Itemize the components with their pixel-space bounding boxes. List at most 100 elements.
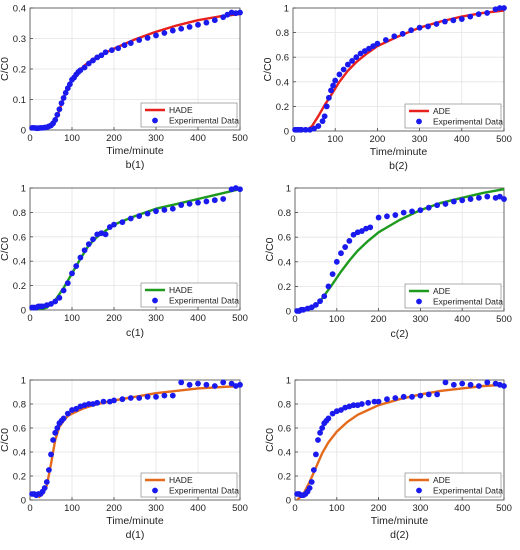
data-point	[400, 393, 407, 400]
data-point	[434, 202, 441, 209]
data-point	[458, 16, 465, 22]
axes-frame	[294, 379, 505, 501]
data-point	[127, 40, 134, 46]
data-point	[106, 224, 113, 230]
y-tick-label: 0.2	[13, 281, 26, 292]
data-point	[52, 298, 59, 305]
x-tick-label: 400	[454, 314, 470, 325]
data-point	[144, 210, 151, 217]
data-point	[186, 24, 193, 30]
data-point	[315, 123, 322, 129]
data-point	[46, 467, 52, 473]
x-tick-label: 100	[329, 503, 345, 514]
y-axis-label: C/C0	[0, 237, 11, 261]
data-point	[375, 214, 382, 221]
data-point	[442, 201, 449, 207]
x-tick-label: 400	[190, 503, 206, 514]
x-tick-label: 400	[454, 503, 470, 514]
data-point	[325, 415, 332, 422]
data-point	[450, 381, 457, 388]
x-tick-label: 300	[412, 314, 428, 325]
data-point	[370, 43, 377, 50]
data-point	[178, 25, 185, 32]
y-axis-label: C/C0	[0, 57, 11, 81]
data-point	[349, 57, 355, 64]
data-point	[144, 393, 151, 400]
data-point	[169, 205, 176, 212]
data-point	[425, 204, 432, 211]
data-point	[60, 287, 67, 294]
data-point	[330, 82, 336, 89]
y-tick-label: 0.6	[276, 53, 289, 64]
y-tick-label: 0	[21, 306, 26, 317]
data-point	[409, 208, 415, 215]
axes-frame	[294, 187, 505, 312]
data-point	[353, 54, 360, 61]
data-point	[119, 396, 126, 403]
data-point	[41, 485, 48, 491]
data-point	[73, 405, 80, 412]
data-point	[56, 294, 63, 301]
y-tick-label: 0.8	[13, 208, 26, 219]
x-tick-label: 100	[329, 314, 345, 325]
x-tick-label: 300	[412, 503, 428, 514]
y-tick-label: 0.8	[13, 400, 26, 411]
legend-line-label: HADE	[169, 475, 193, 485]
legend-points-label: Experimental Data	[433, 297, 503, 307]
data-point	[127, 395, 134, 401]
data-point	[211, 383, 218, 389]
data-point	[161, 30, 168, 36]
data-point	[56, 106, 63, 113]
x-tick-label: 200	[371, 314, 387, 325]
data-point	[484, 193, 491, 200]
data-point	[85, 60, 92, 67]
x-axis-label: Time/minute	[106, 145, 164, 157]
y-tick-label: 0.2	[13, 472, 26, 483]
x-tick-label: 200	[106, 313, 122, 324]
y-tick-label: 0.6	[13, 232, 26, 243]
legend-point-swatch	[416, 298, 422, 305]
panel-caption: d(1)	[126, 529, 145, 541]
data-point	[344, 61, 351, 68]
data-point	[484, 379, 491, 386]
x-tick-label: 0	[27, 503, 32, 514]
data-point	[476, 194, 482, 201]
data-point	[384, 213, 390, 220]
data-point	[340, 66, 347, 73]
data-point	[161, 207, 168, 213]
data-point	[237, 9, 243, 16]
y-tick-label: 0	[21, 126, 26, 137]
data-point	[317, 429, 323, 436]
chart-d1: 0 100 200 300 400 500 0 0.2 0.4 0.6 0.8 1 Time/minut…	[0, 376, 248, 542]
data-point	[346, 237, 353, 244]
data-point	[43, 479, 50, 485]
data-point	[496, 5, 503, 11]
data-point	[311, 125, 317, 132]
data-point	[64, 410, 71, 417]
data-point	[85, 401, 92, 407]
data-point	[90, 57, 96, 64]
data-point	[313, 301, 319, 308]
data-point	[310, 467, 317, 473]
data-point	[203, 381, 210, 388]
x-axis-label: Time/minute	[370, 146, 428, 158]
y-tick-label: 0.2	[278, 472, 291, 483]
data-point	[94, 399, 101, 406]
legend-point-swatch	[152, 487, 158, 494]
chart-c1: 0 100 200 300 400 500 0 0.2 0.4 0.6 0.8 1 C/C0 c(1) HA…	[0, 184, 248, 340]
data-point	[136, 37, 143, 43]
data-point	[408, 27, 415, 34]
data-point	[220, 379, 227, 386]
x-tick-label: 0	[292, 503, 297, 514]
y-axis-label: C/C0	[262, 57, 274, 81]
data-point	[350, 231, 357, 238]
y-tick-label: 0.8	[278, 400, 291, 411]
data-point	[442, 18, 448, 25]
data-point	[109, 47, 115, 53]
data-point	[442, 379, 449, 386]
legend-point-swatch	[152, 117, 158, 124]
y-tick-label: 1	[21, 376, 26, 387]
data-point	[48, 301, 54, 307]
data-point	[336, 71, 343, 78]
